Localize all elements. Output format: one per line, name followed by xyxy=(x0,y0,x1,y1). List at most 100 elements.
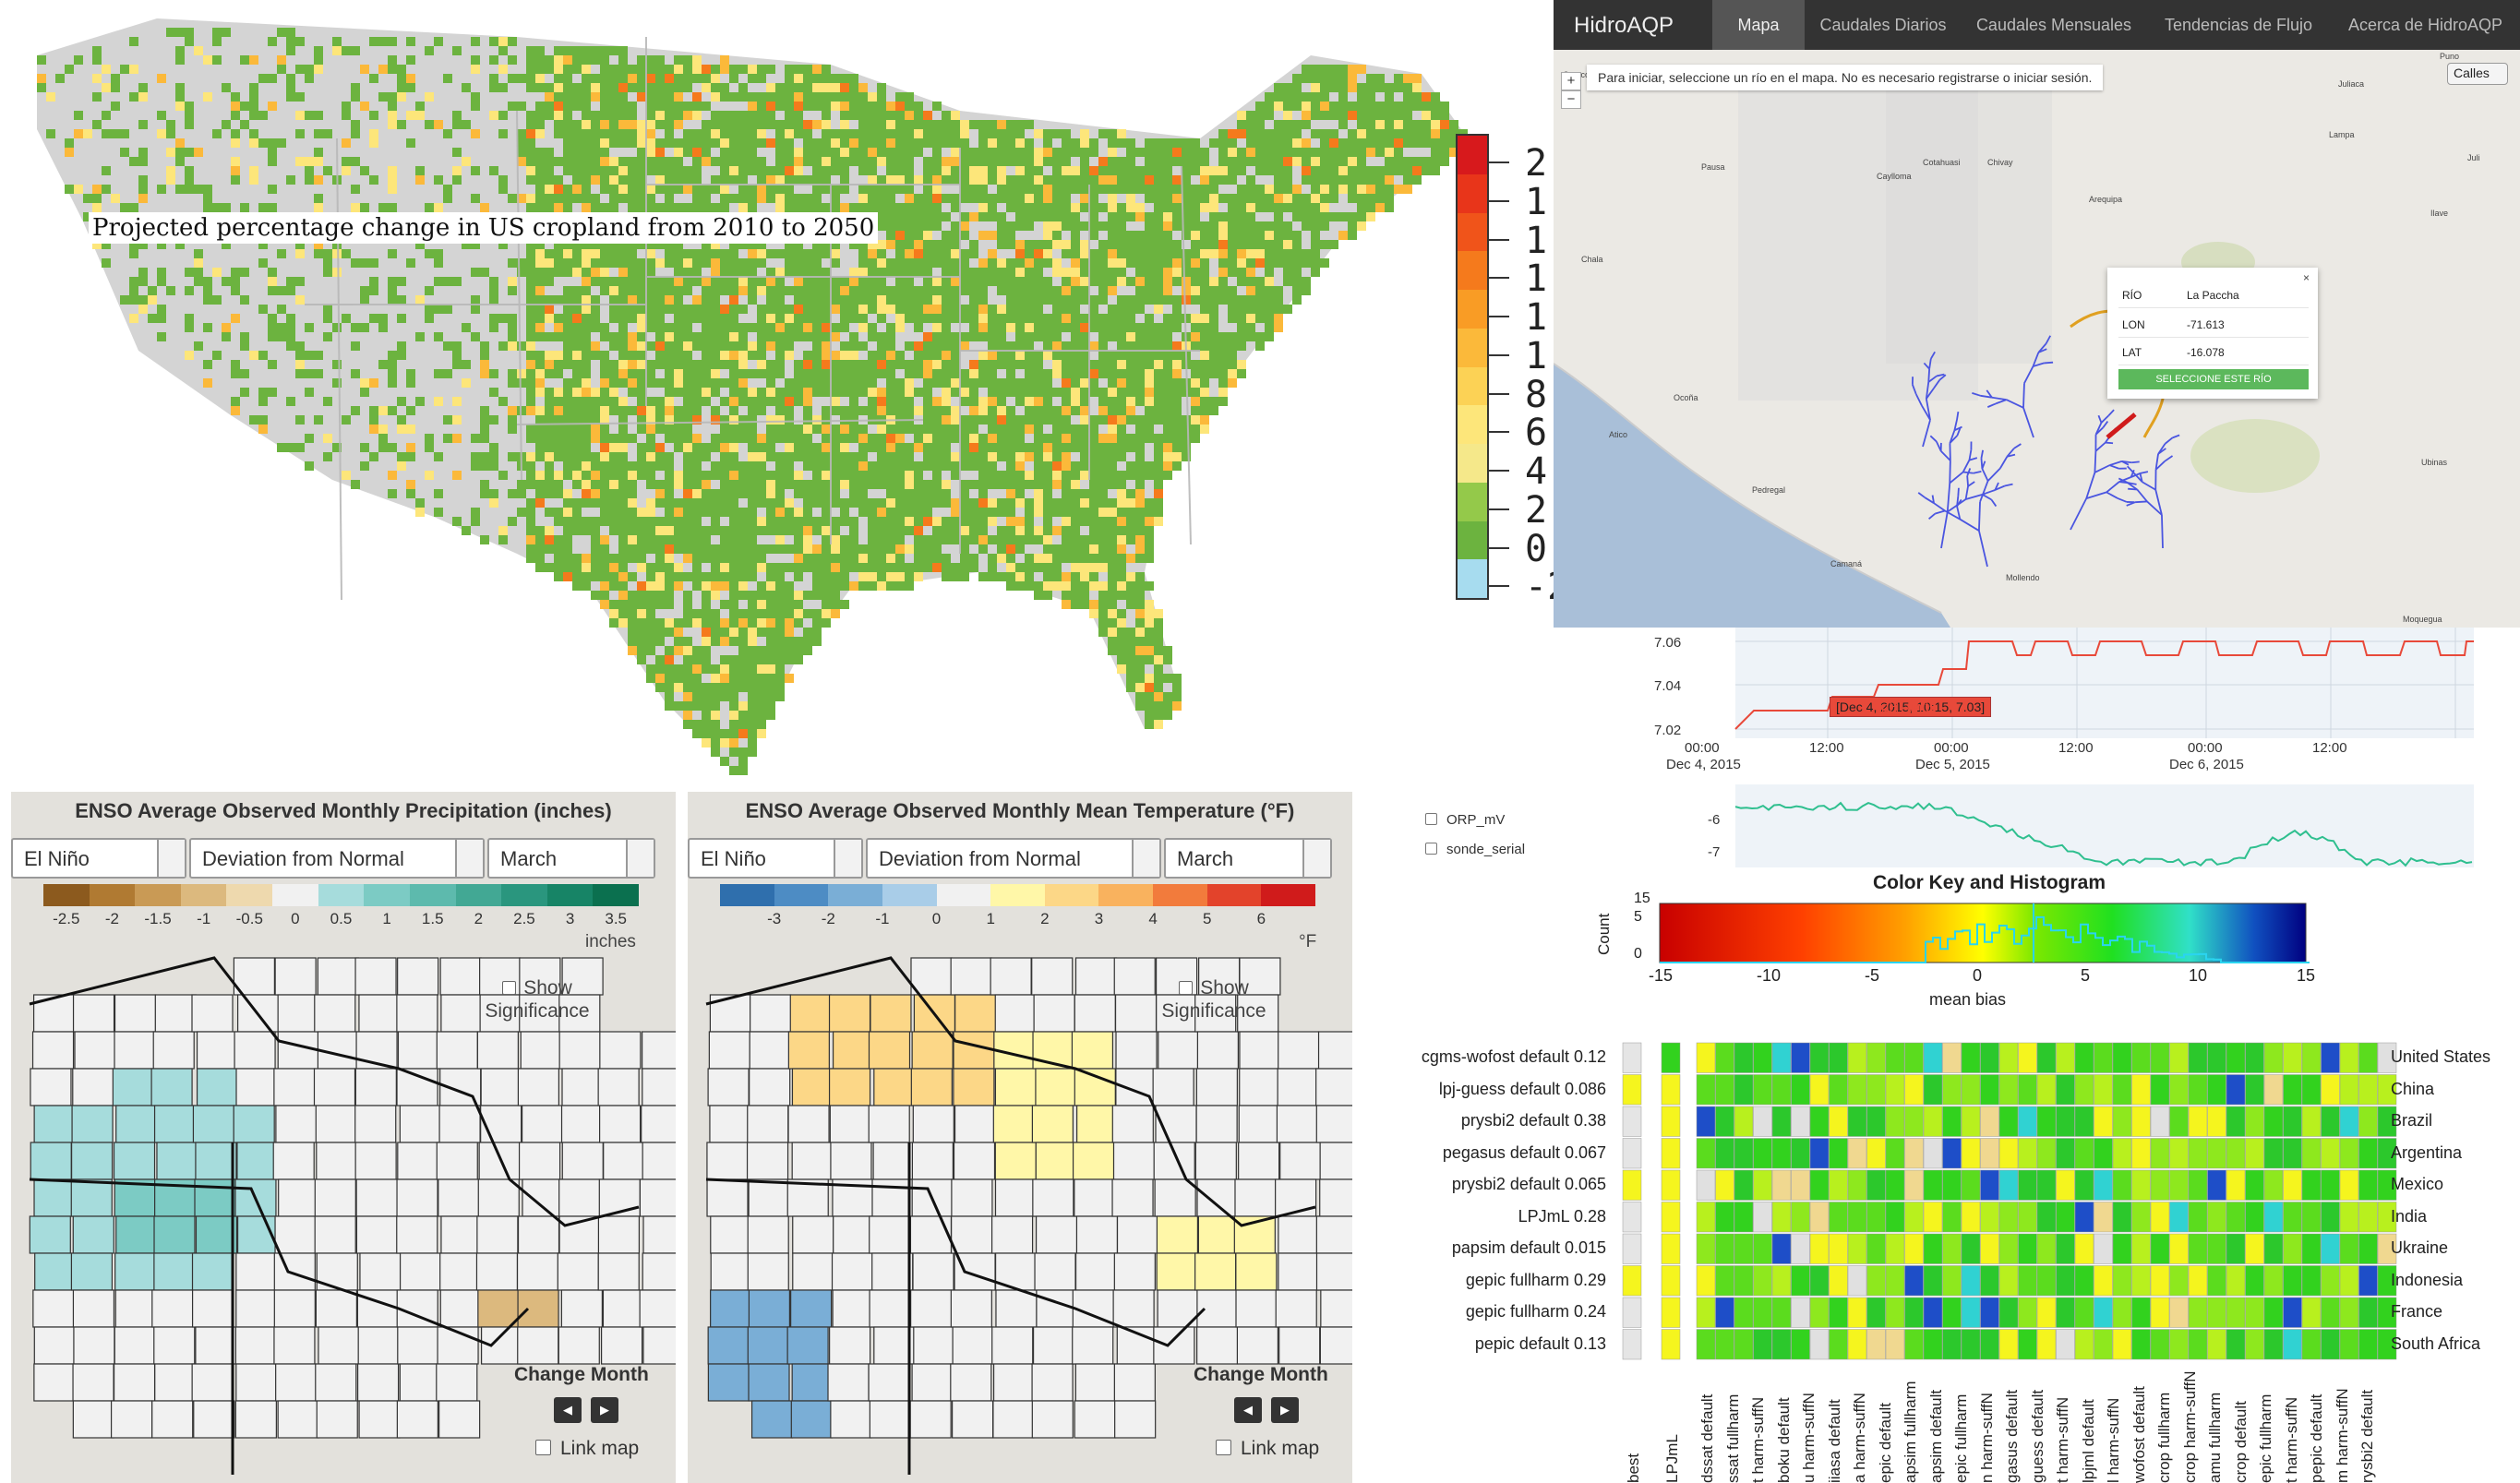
ts-x-time: 00:00 xyxy=(1934,740,1969,756)
colorkey-xlabel: mean bias xyxy=(1929,990,2007,1009)
heatmap-country-label: Brazil xyxy=(2391,1111,2433,1130)
colorkey-title: Color Key and Histogram xyxy=(1872,872,2106,893)
legend-swatch xyxy=(1458,290,1487,329)
enso-precip-prev-month-button[interactable]: ◀ xyxy=(554,1397,582,1423)
ts-y2-tick: -6 xyxy=(1708,812,1721,828)
map-place-label: Ilave xyxy=(2430,209,2448,218)
enso-temp-month-dropdown[interactable]: March xyxy=(1164,838,1332,879)
chevron-down-icon xyxy=(157,840,185,877)
legend-label: 1 xyxy=(1525,334,1548,377)
enso-temp-show-significance-label: Show Significance xyxy=(1161,977,1266,1022)
legend-swatch xyxy=(1458,366,1487,406)
enso-temp-month-value: March xyxy=(1177,847,1234,870)
heatmap-col-label: LPJmL xyxy=(1663,1434,1681,1483)
heatmap-col-label: m harm-suffN xyxy=(2333,1388,2351,1483)
map-place-label: Juli xyxy=(2467,153,2480,162)
map-place-label: Ocoña xyxy=(1674,393,1698,402)
enso-precip-phase-dropdown[interactable]: El Niño xyxy=(11,838,186,879)
heatmap-row-label: gepic fullharm 0.24 xyxy=(1465,1302,1606,1321)
enso-precip-next-month-button[interactable]: ▶ xyxy=(591,1397,618,1423)
select-river-button[interactable]: SELECCIONE ESTE RÍO xyxy=(2118,369,2309,389)
nav-caudales-mensuales[interactable]: Caudales Mensuales xyxy=(1975,15,2132,34)
river-network-map[interactable]: Puno Lampa Arequipa Camaná Mollendo Moquegua C… xyxy=(1554,50,2520,628)
scale-swatch xyxy=(720,884,774,906)
checkbox-orp[interactable]: ORP_mV xyxy=(1425,812,1505,828)
checkbox-icon[interactable] xyxy=(535,1440,551,1455)
colorkey-x-tick: 5 xyxy=(2081,966,2091,985)
checkbox-sonde[interactable]: sonde_serial xyxy=(1425,842,1525,857)
legend-label: 1 xyxy=(1525,296,1548,339)
popup-close-icon[interactable]: × xyxy=(2303,271,2310,284)
nav-acerca[interactable]: Acerca de HidroAQP xyxy=(2347,15,2503,34)
legend-label: 2 xyxy=(1525,142,1548,185)
enso-precip-month-dropdown[interactable]: March xyxy=(487,838,655,879)
nav-mapa[interactable]: Mapa xyxy=(1712,0,1805,50)
legend-tick xyxy=(1489,508,1509,510)
enso-temp-link-map[interactable]: Link map xyxy=(1216,1438,1319,1460)
heatmap-country-label: India xyxy=(2391,1206,2428,1226)
colorkey-x-tick: 0 xyxy=(1973,966,1983,985)
enso-temp-phase-dropdown[interactable]: El Niño xyxy=(688,838,863,879)
checkbox-icon[interactable] xyxy=(1216,1440,1231,1455)
heatmap-col-label: epic fullharm xyxy=(1952,1393,1970,1483)
heatmap-row-label: papsim default 0.015 xyxy=(1451,1238,1606,1257)
colorkey-x-tick: -10 xyxy=(1757,966,1782,985)
checkbox-icon[interactable] xyxy=(1179,981,1194,995)
ts-series-label: pH_units xyxy=(1881,700,1937,715)
checkbox-icon[interactable] xyxy=(502,981,517,995)
heatmap-col-label: t harm-suffN xyxy=(2054,1396,2071,1483)
enso-temp-prev-month-button[interactable]: ◀ xyxy=(1234,1397,1262,1423)
chevron-down-icon xyxy=(834,840,861,877)
scale-label: 0.5 xyxy=(330,910,353,927)
heatmap-col-label: crop harm-suffN xyxy=(2180,1370,2199,1483)
cropland-title: Projected percentage change in US cropla… xyxy=(89,212,879,244)
popup-rio-label: RÍO xyxy=(2122,289,2142,302)
popup-lon-value: -71.613 xyxy=(2187,318,2225,331)
selected-river xyxy=(2106,413,2137,439)
enso-precip-change-month-label: Change Month xyxy=(514,1364,649,1385)
timeseries-panel: 7.06 7.04 7.02 -6 -7 00:00 Dec 4, 2015 12:00 00… xyxy=(1425,628,2520,877)
map-place-label: Camaná xyxy=(1830,559,1862,568)
enso-precip-map xyxy=(11,956,676,1483)
cropland-map xyxy=(37,18,1468,775)
enso-precip-show-significance[interactable]: Show Significance xyxy=(463,976,611,1023)
hidroaqp-navbar: HidroAQP Mapa Caudales Diarios Caudales … xyxy=(1554,0,2520,50)
legend-swatch xyxy=(1458,251,1487,290)
chevron-down-icon xyxy=(455,840,483,877)
scale-swatch xyxy=(593,884,639,906)
enso-temp-next-month-button[interactable]: ▶ xyxy=(1271,1397,1299,1423)
legend-swatch xyxy=(1458,482,1487,521)
enso-temp-show-significance[interactable]: Show Significance xyxy=(1140,976,1288,1023)
heatmap-country-label: Indonesia xyxy=(2391,1270,2464,1289)
hidroaqp-brand[interactable]: HidroAQP xyxy=(1574,13,1674,38)
legend-label: 8 xyxy=(1525,373,1548,416)
legend-swatch xyxy=(1458,136,1487,174)
heatmap-col-label: n harm-suffN xyxy=(1977,1393,1996,1483)
legend-tick xyxy=(1489,199,1509,202)
enso-precip-stat-dropdown[interactable]: Deviation from Normal xyxy=(189,838,485,879)
scale-swatch xyxy=(135,884,181,906)
nav-caudales-diarios[interactable]: Caudales Diarios xyxy=(1819,15,1947,34)
enso-precip-link-map[interactable]: Link map xyxy=(535,1438,639,1460)
colorkey-x-tick: -15 xyxy=(1649,966,1674,985)
scale-swatch xyxy=(1098,884,1154,906)
scale-label: -1.5 xyxy=(144,910,172,927)
enso-temp-map xyxy=(688,956,1352,1483)
enso-temp-stat-dropdown[interactable]: Deviation from Normal xyxy=(866,838,1161,879)
checkbox-orp-box[interactable] xyxy=(1425,813,1437,825)
hidroaqp-map[interactable]: Puno Lampa Arequipa Camaná Mollendo Moquegua C… xyxy=(1554,50,2520,628)
zoom-in-button[interactable]: + xyxy=(1561,72,1581,90)
map-place-label: Pausa xyxy=(1701,162,1725,172)
heatmap-country-label: Argentina xyxy=(2391,1142,2463,1162)
scale-label: -3 xyxy=(767,910,782,927)
nav-tendencias-de-flujo[interactable]: Tendencias de Flujo xyxy=(2164,15,2313,34)
heatmap-country-label: Ukraine xyxy=(2391,1238,2449,1257)
scale-label: 0 xyxy=(291,910,300,927)
checkbox-sonde-box[interactable] xyxy=(1425,843,1437,855)
enso-temp-unit: °F xyxy=(1299,932,1317,951)
basemap-select[interactable]: Calles xyxy=(2447,63,2508,85)
hidroaqp-app: HidroAQP Mapa Caudales Diarios Caudales … xyxy=(1554,0,2520,628)
zoom-out-button[interactable]: − xyxy=(1561,90,1581,109)
ph-timeseries-chart xyxy=(1734,628,2474,867)
heatmap-col-label: rysbi2 default xyxy=(2358,1389,2376,1483)
